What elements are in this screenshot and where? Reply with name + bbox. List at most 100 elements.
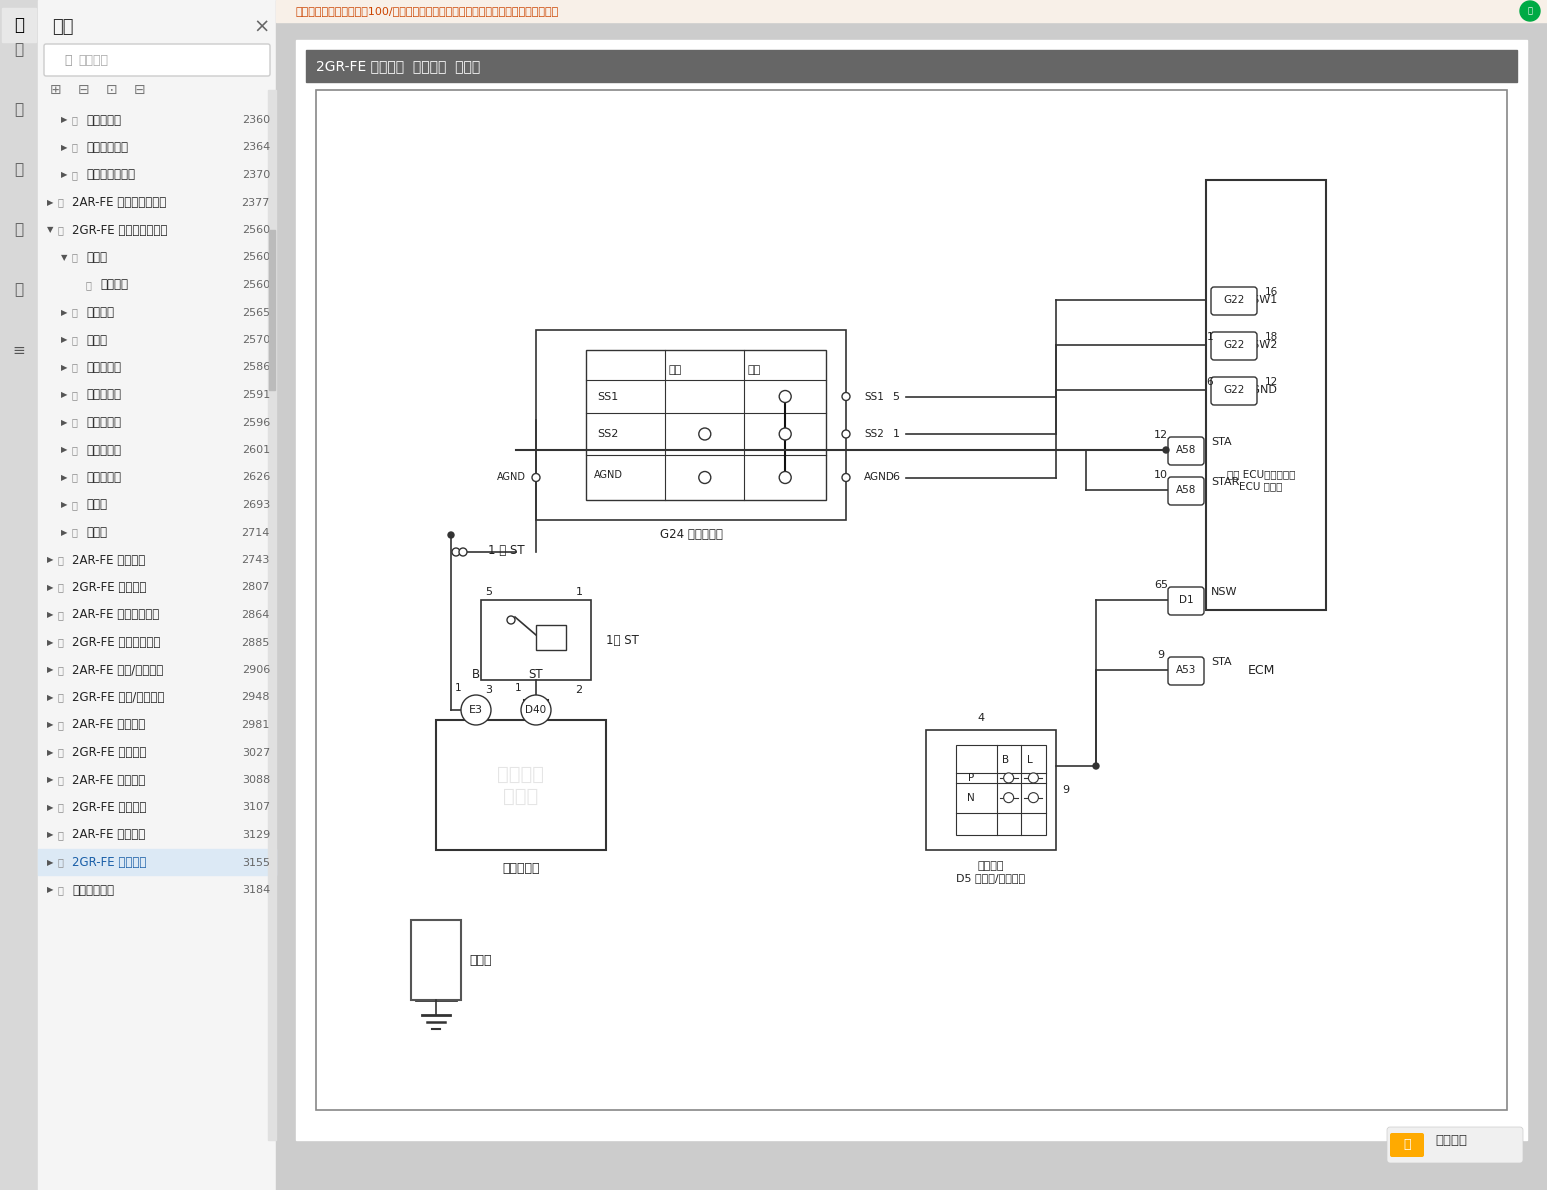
Text: 1: 1 bbox=[1207, 332, 1213, 342]
Text: SSW1: SSW1 bbox=[1245, 295, 1278, 305]
Text: 2GR-FE 进气/排气系统: 2GR-FE 进气/排气系统 bbox=[73, 691, 164, 704]
Text: ▶: ▶ bbox=[46, 720, 53, 729]
Text: 🔖: 🔖 bbox=[71, 527, 77, 538]
Circle shape bbox=[780, 390, 791, 402]
Circle shape bbox=[1094, 763, 1098, 769]
Text: 2377: 2377 bbox=[241, 198, 271, 207]
Text: 2693: 2693 bbox=[241, 500, 271, 511]
Text: ▶: ▶ bbox=[46, 885, 53, 895]
Text: ▶: ▶ bbox=[46, 556, 53, 564]
Text: 2AR-FE 冷却系统: 2AR-FE 冷却系统 bbox=[73, 719, 145, 732]
Text: AGND: AGND bbox=[865, 472, 894, 482]
Text: 2AR-FE 润滑系统: 2AR-FE 润滑系统 bbox=[73, 774, 145, 787]
Text: 2570: 2570 bbox=[241, 336, 271, 345]
Text: SS2: SS2 bbox=[597, 430, 619, 439]
Bar bbox=[1207, 180, 1326, 610]
Text: ▶: ▶ bbox=[60, 363, 67, 372]
Text: 发动机总成: 发动机总成 bbox=[87, 444, 121, 457]
Text: 2GR-FE 排放控制系统: 2GR-FE 排放控制系统 bbox=[73, 635, 161, 649]
Text: 2807: 2807 bbox=[241, 582, 271, 593]
Bar bbox=[2, 8, 36, 42]
Text: 加热型氧传感器: 加热型氧传感器 bbox=[87, 169, 135, 182]
Text: 蓄电池: 蓄电池 bbox=[470, 953, 492, 966]
Text: SS1: SS1 bbox=[597, 392, 619, 401]
Circle shape bbox=[1004, 793, 1013, 802]
Text: ▶: ▶ bbox=[60, 472, 67, 482]
Circle shape bbox=[699, 428, 710, 440]
Circle shape bbox=[507, 616, 515, 624]
Text: B: B bbox=[472, 669, 480, 682]
FancyBboxPatch shape bbox=[1211, 377, 1258, 405]
Text: STA: STA bbox=[1211, 437, 1231, 447]
Text: 2AR-FE 起动系统: 2AR-FE 起动系统 bbox=[73, 828, 145, 841]
Text: AGND: AGND bbox=[594, 470, 622, 481]
Text: ▶: ▶ bbox=[46, 583, 53, 591]
Text: 💬: 💬 bbox=[14, 163, 23, 177]
Bar bbox=[535, 330, 846, 520]
Circle shape bbox=[842, 474, 849, 482]
Text: 5: 5 bbox=[486, 587, 492, 597]
Circle shape bbox=[459, 549, 467, 556]
Text: 气缸盖衬垫: 气缸盖衬垫 bbox=[87, 361, 121, 374]
Text: 🔖: 🔖 bbox=[57, 775, 63, 785]
Text: STAR: STAR bbox=[1211, 477, 1239, 487]
Text: 3107: 3107 bbox=[241, 802, 271, 813]
Bar bbox=[412, 920, 461, 1000]
Bar bbox=[295, 40, 1527, 1140]
Text: ▶: ▶ bbox=[60, 115, 67, 125]
Text: 2714: 2714 bbox=[241, 527, 271, 538]
Text: 车上检查: 车上检查 bbox=[101, 278, 128, 292]
Text: ▶: ▶ bbox=[60, 308, 67, 317]
Text: A58: A58 bbox=[1176, 445, 1196, 455]
Text: 🔖: 🔖 bbox=[71, 143, 77, 152]
Text: NSW: NSW bbox=[1211, 587, 1238, 597]
Text: 1: 1 bbox=[893, 430, 899, 439]
Text: 起动机总成: 起动机总成 bbox=[503, 862, 540, 875]
Bar bbox=[316, 90, 1507, 1110]
FancyBboxPatch shape bbox=[1211, 332, 1258, 361]
Text: N: N bbox=[967, 793, 975, 802]
FancyBboxPatch shape bbox=[43, 44, 271, 76]
Circle shape bbox=[842, 430, 849, 438]
Text: 🔖: 🔖 bbox=[57, 198, 63, 207]
Circle shape bbox=[521, 695, 551, 725]
Text: 2906: 2906 bbox=[241, 665, 271, 675]
Text: 2GR-FE 发动机机械部分: 2GR-FE 发动机机械部分 bbox=[73, 224, 167, 237]
Text: ▶: ▶ bbox=[46, 831, 53, 839]
Text: 🔖: 🔖 bbox=[71, 252, 77, 263]
Text: 9: 9 bbox=[1063, 785, 1069, 795]
Circle shape bbox=[452, 549, 459, 556]
Circle shape bbox=[1029, 772, 1038, 783]
FancyBboxPatch shape bbox=[1168, 477, 1204, 505]
Text: 3: 3 bbox=[486, 685, 492, 695]
Text: 2743: 2743 bbox=[241, 555, 271, 565]
Text: L: L bbox=[1027, 754, 1033, 765]
Text: ⊡: ⊡ bbox=[107, 83, 118, 98]
Text: 2AR-FE 燃油系统: 2AR-FE 燃油系统 bbox=[73, 553, 145, 566]
Circle shape bbox=[449, 532, 453, 538]
Text: 1号 ST: 1号 ST bbox=[606, 633, 639, 646]
Text: D5 驻车档/空档位置: D5 驻车档/空档位置 bbox=[956, 873, 1026, 883]
Text: 2AR-FE 排放控制系统: 2AR-FE 排放控制系统 bbox=[73, 608, 159, 621]
Text: ST: ST bbox=[529, 669, 543, 682]
Text: 🔖: 🔖 bbox=[71, 170, 77, 180]
Text: 凸轮轴: 凸轮轴 bbox=[87, 333, 107, 346]
Text: G22: G22 bbox=[1224, 386, 1245, 395]
Circle shape bbox=[1521, 1, 1539, 21]
Text: 2864: 2864 bbox=[241, 610, 271, 620]
Text: 巡航控制系统: 巡航控制系统 bbox=[73, 883, 114, 896]
Circle shape bbox=[842, 393, 849, 401]
Text: 2586: 2586 bbox=[241, 363, 271, 372]
Text: 开关总成: 开关总成 bbox=[978, 862, 1004, 871]
Text: 2GR-FE 起动系统  起动系统  系统图: 2GR-FE 起动系统 起动系统 系统图 bbox=[316, 60, 480, 73]
Text: 🔖: 🔖 bbox=[71, 307, 77, 318]
Text: 4: 4 bbox=[978, 713, 984, 724]
Text: 🔖: 🔖 bbox=[57, 693, 63, 702]
Text: 🖼: 🖼 bbox=[14, 102, 23, 118]
Text: 🔖: 🔖 bbox=[85, 280, 91, 290]
Text: 2560: 2560 bbox=[241, 252, 271, 263]
Text: 汽修帮手
免费版: 汽修帮手 免费版 bbox=[498, 764, 545, 806]
Text: STA: STA bbox=[1211, 657, 1231, 668]
Text: 3088: 3088 bbox=[241, 775, 271, 785]
Text: 🔖: 🔖 bbox=[57, 582, 63, 593]
